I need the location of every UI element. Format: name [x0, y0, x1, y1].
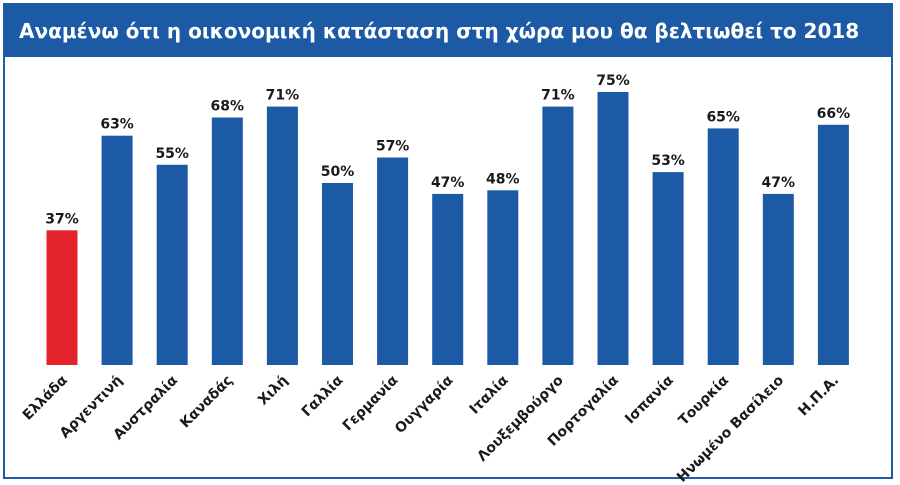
bar-8 — [432, 193, 464, 365]
bar-5 — [266, 106, 298, 365]
category-label-6: Γαλλία — [299, 372, 347, 420]
category-label-5: Χιλή — [255, 373, 291, 409]
category-label-12: Ισπανία — [622, 372, 677, 427]
bar-2 — [101, 135, 133, 365]
category-label-13: Τουρκία — [676, 372, 733, 429]
category-label-4: Καναδάς — [177, 373, 236, 432]
value-label-7: 57% — [376, 139, 410, 155]
bar-4 — [211, 117, 243, 365]
value-label-1: 37% — [45, 211, 79, 227]
bar-10 — [542, 106, 574, 365]
chart-title: Αναμένω ότι η οικονομική κατάσταση στη χ… — [5, 5, 891, 57]
category-label-8: Ουγγαρία — [392, 372, 457, 437]
value-label-13: 65% — [706, 109, 740, 125]
bar-12 — [652, 172, 684, 365]
value-label-11: 75% — [596, 73, 630, 89]
value-label-15: 66% — [817, 106, 851, 122]
bar-13 — [707, 128, 739, 365]
bar-1 — [46, 230, 78, 365]
bar-3 — [156, 164, 188, 365]
category-label-14: Ηνωμένο Βασίλειο — [674, 372, 787, 485]
category-label-9: Ιταλία — [467, 372, 512, 417]
category-label-15: Η.Π.Α. — [795, 373, 842, 420]
value-label-2: 63% — [100, 117, 134, 133]
bar-14 — [762, 193, 794, 365]
bar-6 — [322, 183, 353, 365]
value-label-4: 68% — [211, 99, 245, 115]
category-label-1: Ελλάδα — [20, 372, 71, 423]
value-label-8: 47% — [431, 175, 465, 191]
bar-11 — [597, 92, 629, 365]
value-label-5: 71% — [266, 88, 300, 104]
value-label-3: 55% — [155, 146, 189, 162]
value-label-6: 50% — [321, 164, 355, 180]
value-label-12: 53% — [651, 153, 685, 169]
value-label-9: 48% — [486, 171, 520, 187]
bar-9 — [487, 190, 519, 365]
bar-7 — [377, 157, 409, 365]
chart-frame: Αναμένω ότι η οικονομική κατάσταση στη χ… — [3, 3, 893, 479]
value-label-14: 47% — [762, 175, 796, 191]
bar-15 — [817, 124, 849, 365]
value-label-10: 71% — [541, 88, 575, 104]
